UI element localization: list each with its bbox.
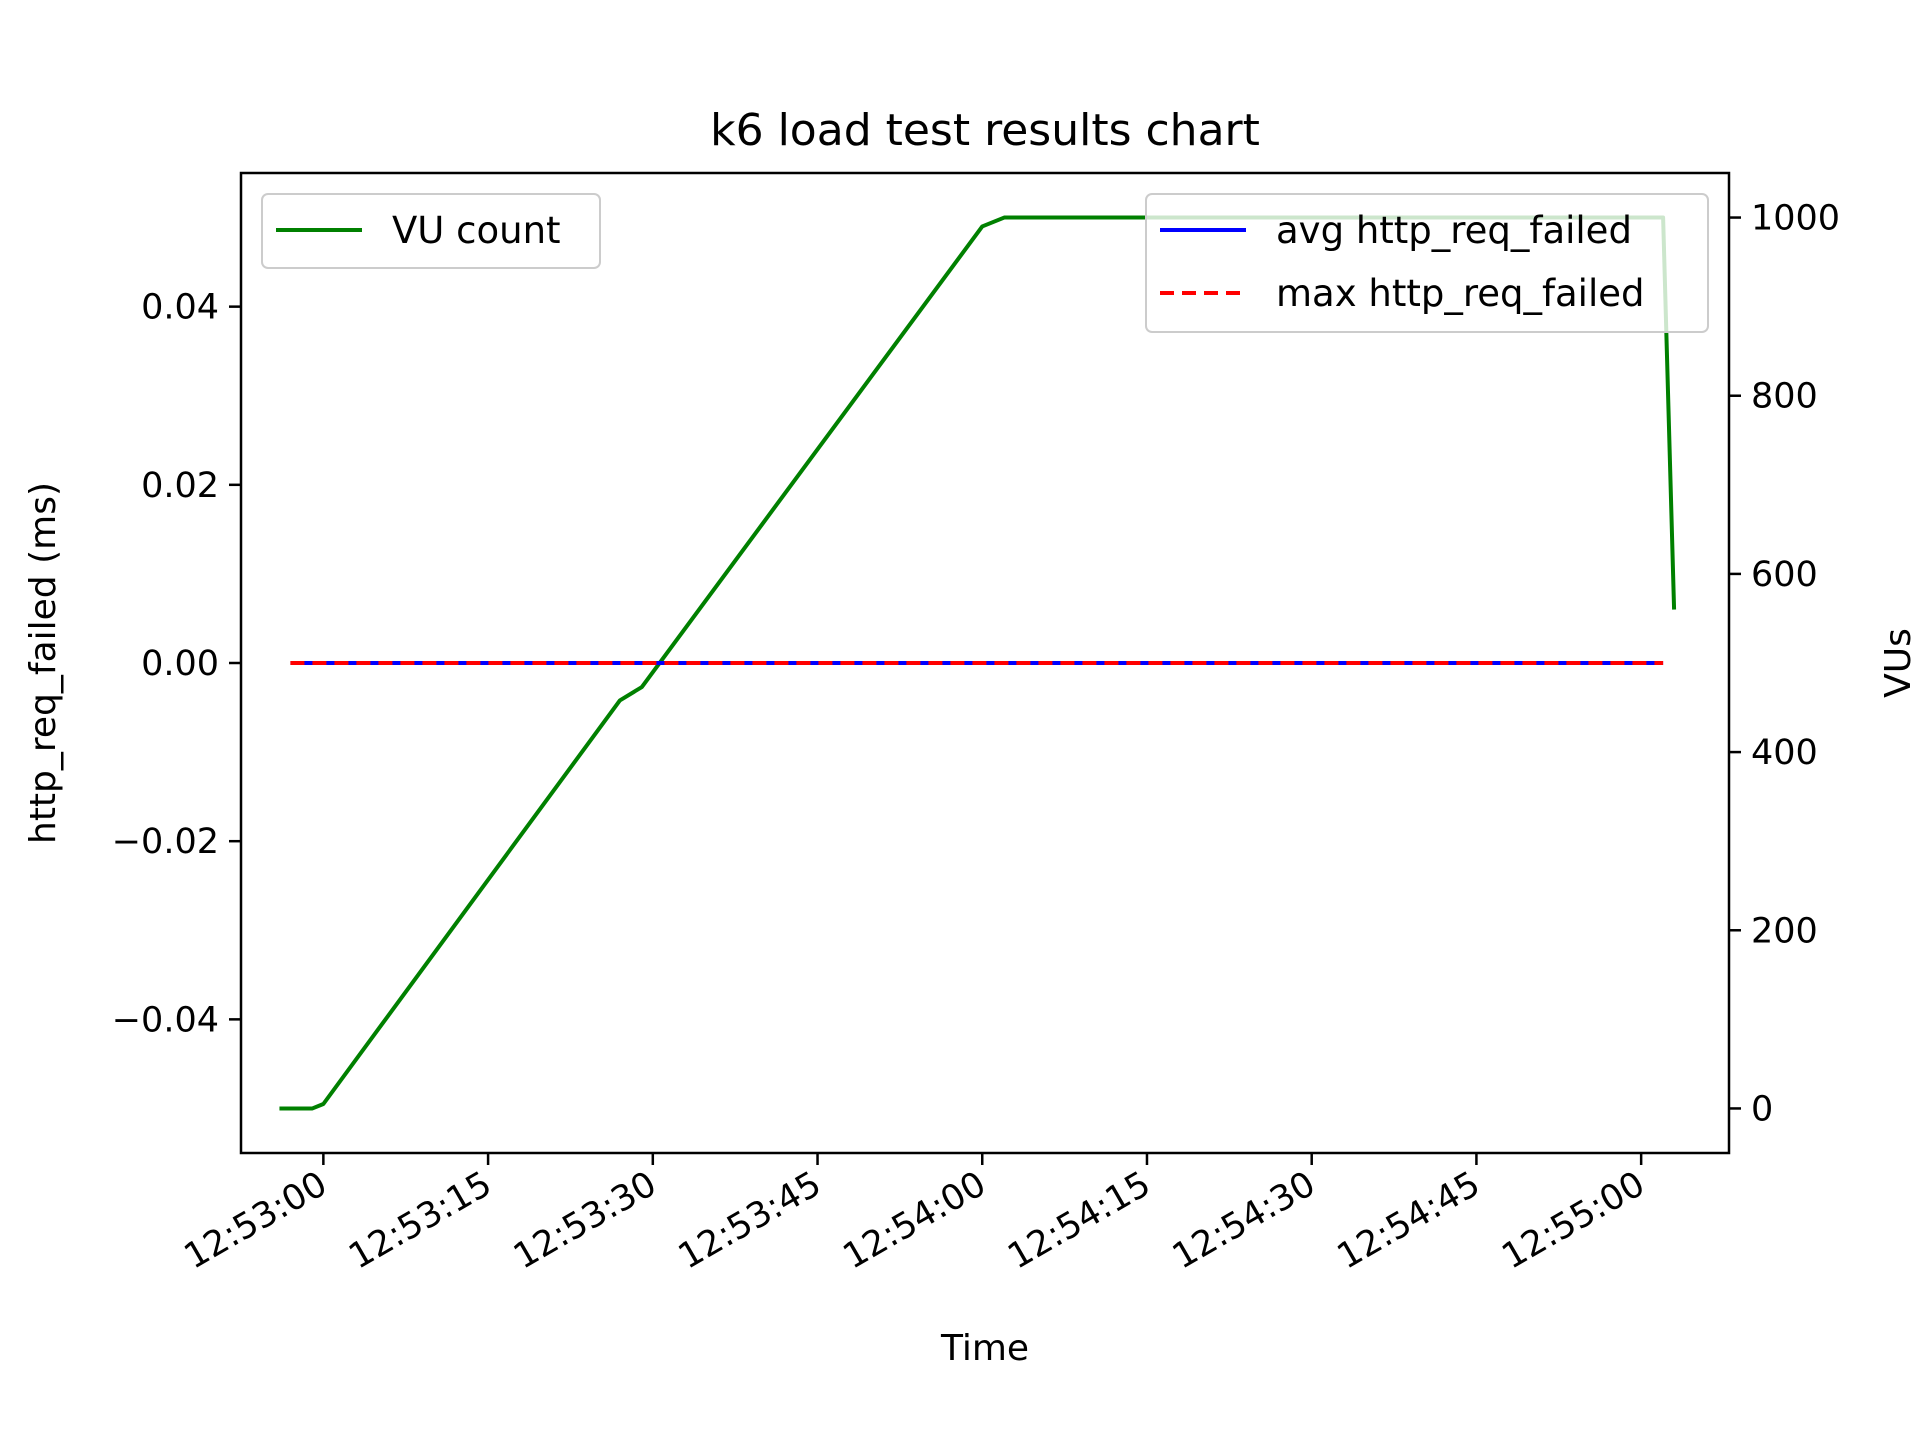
y-right-tick-label: 0 [1751, 1089, 1773, 1129]
y-left-tick-label: 0.00 [141, 644, 219, 684]
y-left-tick-label: 0.02 [141, 466, 219, 506]
legend-entry-label: avg http_req_failed [1276, 209, 1632, 252]
y-right-tick-label: 600 [1751, 555, 1818, 595]
legend-box [261, 193, 601, 269]
chart-title: k6 load test results chart [710, 105, 1260, 156]
y-axis-left: 0.04 0.02 0.00 −0.02 −0.04 [112, 288, 241, 1040]
y-axis-right-label: VUs [1878, 628, 1919, 698]
x-axis-label: Time [940, 1328, 1029, 1369]
y-left-tick-label: −0.02 [112, 822, 219, 862]
y-right-tick-label: 200 [1751, 911, 1818, 951]
y-right-tick-label: 1000 [1751, 199, 1840, 239]
y-right-tick-label: 400 [1751, 733, 1818, 773]
y-axis-right: 1000 800 600 400 200 0 [1729, 199, 1840, 1129]
legend-entry-label: max http_req_failed [1276, 272, 1644, 315]
legend-box [1145, 193, 1709, 333]
y-axis-left-label: http_req_failed (ms) [23, 482, 64, 844]
legend-entry-label: VU count [392, 209, 561, 252]
legend-vu: VU count [261, 193, 601, 269]
y-right-tick-label: 800 [1751, 377, 1818, 417]
y-left-tick-label: −0.04 [112, 1000, 219, 1040]
y-left-tick-label: 0.04 [141, 288, 219, 328]
